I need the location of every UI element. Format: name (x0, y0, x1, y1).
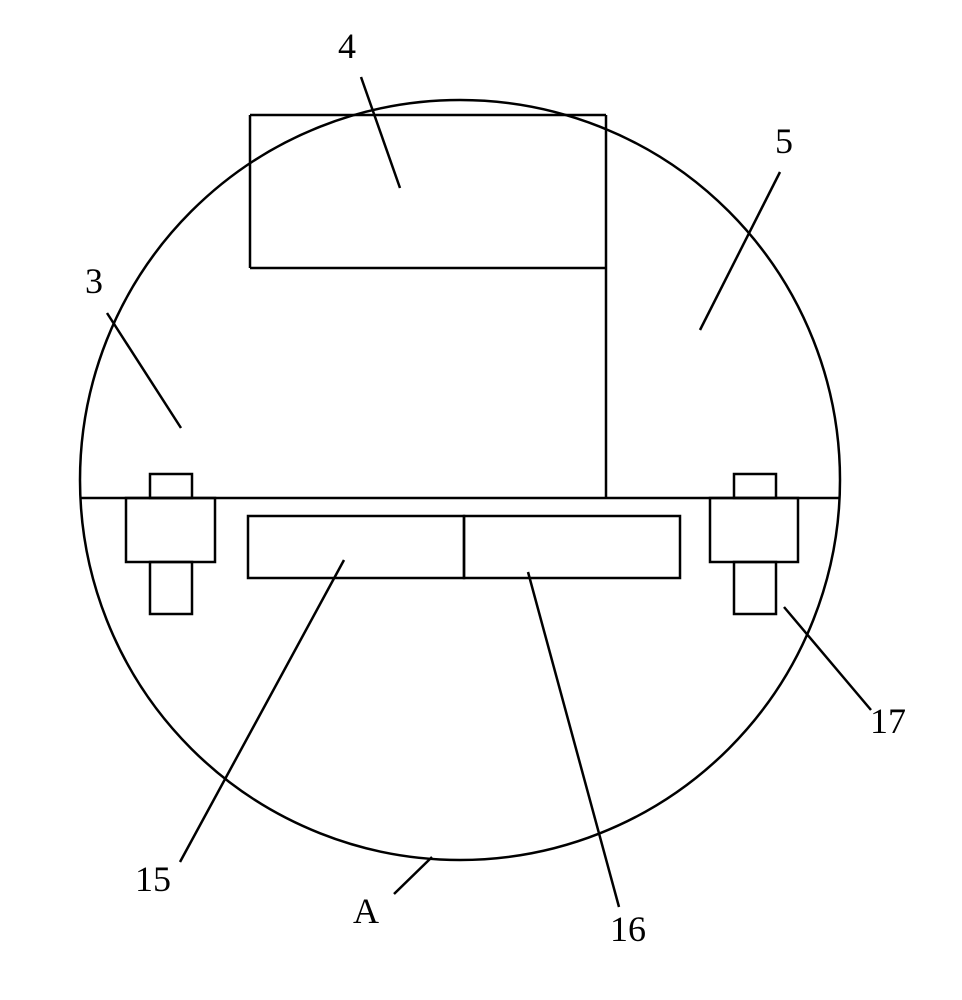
label-5: 5 (775, 120, 793, 162)
label-17: 17 (870, 700, 906, 742)
right-bolt-body (710, 498, 798, 562)
left-bolt-top (150, 474, 192, 498)
left-bolt-body (126, 498, 215, 562)
leader-16 (528, 572, 619, 907)
left-bolt-bottom (150, 562, 192, 614)
diagram-svg (0, 0, 962, 1000)
leader-A (394, 857, 432, 894)
part-16-block (464, 516, 680, 578)
label-A: A (353, 890, 379, 932)
leader-3 (107, 313, 181, 428)
diagram-container: 4 5 3 17 16 15 A (0, 0, 962, 1000)
part-15-block (248, 516, 464, 578)
part-4-rect (250, 115, 606, 268)
detail-circle (80, 100, 840, 860)
right-bolt-bottom (734, 562, 776, 614)
label-16: 16 (610, 908, 646, 950)
label-3: 3 (85, 260, 103, 302)
leader-4 (361, 77, 400, 188)
label-15: 15 (135, 858, 171, 900)
leader-17 (784, 607, 871, 710)
right-bolt-top (734, 474, 776, 498)
leader-15 (180, 560, 344, 862)
label-4: 4 (338, 25, 356, 67)
